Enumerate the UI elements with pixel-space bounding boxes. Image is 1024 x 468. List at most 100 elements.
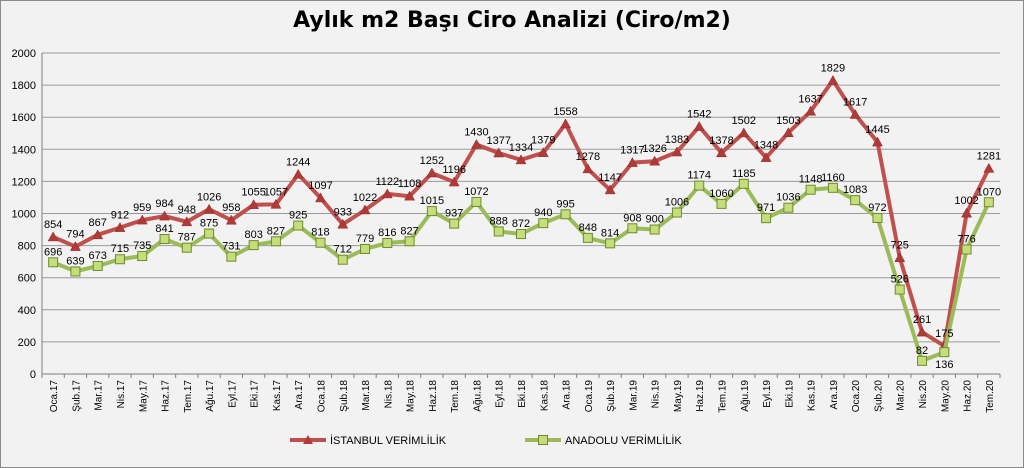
- data-point-marker: [449, 218, 460, 229]
- x-tick-label: Tem.17: [183, 380, 194, 413]
- data-label: 971: [757, 202, 775, 214]
- data-point-marker: [783, 202, 794, 213]
- x-tick-label: Ağu.17: [205, 380, 216, 412]
- legend-item: ANADOLU VERİMLİLİK: [525, 434, 682, 447]
- data-point-marker: [872, 136, 883, 147]
- data-point-marker: [493, 147, 505, 158]
- data-label: 1348: [754, 140, 778, 152]
- data-point-marker: [605, 238, 616, 249]
- y-tick-label: 400: [18, 305, 36, 317]
- data-label: 1083: [843, 184, 867, 196]
- data-point-marker: [360, 243, 371, 254]
- x-tick-label: Oca.19: [584, 380, 595, 413]
- data-point-marker: [426, 167, 438, 178]
- data-label: 1383: [665, 134, 689, 146]
- data-label: 827: [400, 225, 418, 237]
- data-point-marker: [738, 127, 750, 138]
- data-label: 1430: [464, 126, 488, 138]
- data-point-marker: [226, 251, 237, 262]
- data-point-marker: [404, 236, 415, 247]
- data-label: 803: [244, 229, 262, 241]
- data-label: 937: [445, 208, 463, 220]
- data-point-marker: [738, 178, 749, 189]
- data-label: 1006: [665, 197, 689, 209]
- data-label: 175: [935, 328, 953, 340]
- data-point-marker: [92, 260, 103, 271]
- data-label: 1252: [420, 155, 444, 167]
- data-label: 948: [178, 204, 196, 216]
- x-tick-label: Şub.17: [71, 380, 82, 412]
- legend-label: ANADOLU VERİMLİLİK: [565, 434, 682, 447]
- x-tick-label: Mar.20: [896, 380, 907, 411]
- data-point-marker: [47, 231, 59, 242]
- data-label: 787: [178, 232, 196, 244]
- data-point-marker: [716, 147, 727, 158]
- data-point-marker: [582, 232, 593, 243]
- data-label: 1317: [620, 145, 644, 157]
- data-point-marker: [114, 254, 125, 265]
- data-point-marker: [760, 152, 772, 162]
- data-label: 1057: [264, 186, 288, 198]
- x-tick-label: Kas.19: [807, 380, 818, 412]
- data-label: 1377: [486, 135, 510, 147]
- data-point-marker: [381, 188, 393, 199]
- data-label: 1108: [398, 178, 422, 190]
- x-tick-label: Tem.20: [985, 380, 996, 413]
- x-tick-label: Ağu.19: [740, 380, 751, 412]
- data-point-marker: [537, 147, 549, 157]
- data-label: 814: [601, 227, 619, 239]
- data-point-marker: [649, 155, 661, 166]
- x-tick-label: Tem.18: [450, 380, 461, 413]
- data-point-marker: [69, 241, 81, 251]
- data-label: 867: [89, 217, 107, 229]
- data-label: 912: [111, 210, 129, 222]
- x-tick-label: Eki.18: [517, 380, 528, 408]
- data-point-marker: [337, 254, 348, 265]
- x-tick-label: Oca.17: [49, 380, 60, 413]
- data-label: 1174: [687, 170, 711, 182]
- x-tick-label: Ağu.18: [472, 380, 483, 412]
- data-label: 1060: [709, 188, 733, 200]
- x-tick-label: Mar.17: [94, 380, 105, 411]
- data-label: 995: [556, 198, 574, 210]
- data-point-marker: [515, 154, 527, 165]
- data-label: 715: [111, 243, 129, 255]
- data-point-marker: [516, 229, 526, 240]
- data-label: 925: [289, 210, 307, 222]
- y-tick-label: 800: [18, 241, 36, 253]
- y-axis-tick-labels: 0 200 400 600 800 1000 1200 1400 1600 1800 2000: [12, 48, 36, 381]
- data-point-marker: [404, 190, 416, 201]
- data-label: 1097: [308, 180, 332, 192]
- data-label: 1070: [977, 186, 1001, 198]
- x-tick-label: Eyl.17: [227, 380, 238, 408]
- x-tick-label: Haz.18: [428, 380, 439, 412]
- x-tick-label: Oca.20: [851, 380, 862, 413]
- x-tick-label: Nis.19: [651, 380, 662, 409]
- data-label: 1015: [420, 195, 444, 207]
- data-point-marker: [359, 204, 371, 215]
- data-label: 1185: [732, 168, 756, 180]
- data-label: 776: [957, 233, 975, 245]
- data-point-marker: [917, 355, 928, 366]
- x-tick-label: Ara.18: [562, 380, 573, 410]
- data-label: 725: [891, 240, 909, 252]
- data-point-marker: [426, 206, 437, 217]
- y-tick-label: 600: [18, 273, 36, 285]
- x-tick-label: Şub.19: [606, 380, 617, 412]
- data-label: 639: [66, 255, 84, 267]
- data-point-marker: [850, 195, 861, 206]
- legend-item: İSTANBUL VERİMLİLİK: [290, 434, 447, 447]
- legend: İSTANBUL VERİMLİLİK ANADOLU VERİMLİLİK: [290, 434, 682, 447]
- x-tick-label: Ara.17: [294, 380, 305, 410]
- data-label: 1281: [977, 150, 1001, 162]
- data-label: 872: [512, 218, 530, 230]
- data-point-marker: [337, 218, 349, 229]
- data-point-marker: [92, 229, 104, 240]
- data-label: 1160: [821, 172, 845, 184]
- x-tick-label: Eyl.18: [495, 380, 506, 408]
- data-point-marker: [894, 252, 906, 262]
- data-label: 908: [623, 212, 641, 224]
- data-point-marker: [827, 182, 838, 193]
- data-point-marker: [204, 228, 215, 239]
- data-point-marker: [604, 184, 616, 195]
